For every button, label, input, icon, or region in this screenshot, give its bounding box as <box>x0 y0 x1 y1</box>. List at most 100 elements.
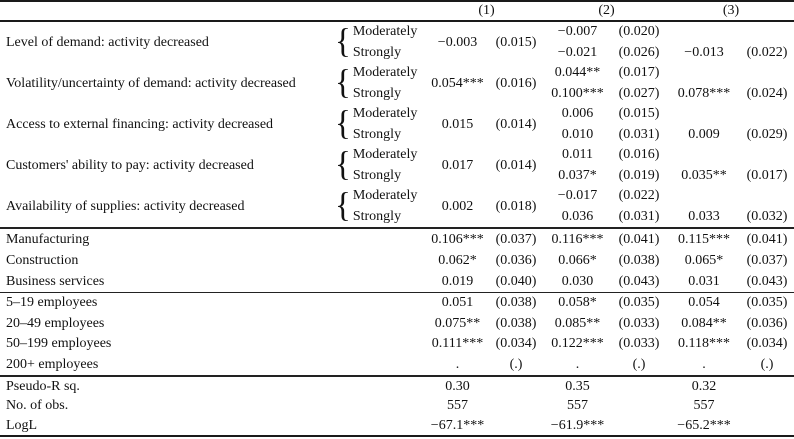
top-rule <box>0 0 794 2</box>
row-label: Level of demand: activity decreased <box>6 34 209 50</box>
coef-cell: 0.033 <box>688 208 720 224</box>
se-cell: (0.034) <box>495 336 537 351</box>
se-cell: (0.014) <box>495 157 537 173</box>
coef-cell: . <box>575 356 580 372</box>
left-brace-glyph: { <box>335 105 351 143</box>
row-label: Availability of supplies: activity decre… <box>6 198 245 214</box>
coef-cell: 0.085** <box>554 315 601 331</box>
coef-cell: 0.078*** <box>677 85 731 101</box>
row-label: Access to external financing: activity d… <box>6 116 274 132</box>
coef-cell: 0.044** 0.100*** <box>551 65 604 101</box>
se-cell: (0.036) <box>495 252 537 268</box>
se-cell: (0.032) <box>746 208 788 224</box>
coef-cell: 0.006 0.010 <box>561 106 594 142</box>
row-label: No. of obs. <box>6 398 69 413</box>
section-rule <box>0 227 794 229</box>
left-brace-glyph: { <box>335 64 351 102</box>
se-cell: (0.017) (0.027) <box>618 65 660 101</box>
column-header-model-3: (3) <box>722 3 740 18</box>
coef-cell: 0.002 <box>441 198 474 214</box>
se-cell: (0.033) <box>618 336 660 351</box>
coef-cell: 0.035** <box>681 167 727 183</box>
table-row-volatility: Volatility/uncertainty of demand: activi… <box>0 63 794 104</box>
row-label: Business services <box>6 273 105 289</box>
row-label: Pseudo-R sq. <box>6 378 80 394</box>
coef-cell: −0.007 −0.021 <box>557 24 598 60</box>
table-row-customers-ability: Customers' ability to pay: activity decr… <box>0 145 794 186</box>
table-row-50-199-employees: 50–199 employees 0.111*** (0.034) 0.122*… <box>0 334 794 355</box>
stat-cell: 0.30 <box>445 378 470 394</box>
coef-cell: 0.031 <box>688 273 720 289</box>
coef-cell: −0.013 <box>684 44 724 60</box>
coef-cell: 0.066* <box>558 252 597 268</box>
stat-cell: −67.1*** <box>430 417 485 433</box>
table-row-external-financing: Access to external financing: activity d… <box>0 104 794 145</box>
condition-label: Moderately <box>352 147 418 162</box>
coef-cell: 0.054 <box>688 295 720 310</box>
se-cell: (0.041) <box>618 231 660 247</box>
table-row-availability-supplies: Availability of supplies: activity decre… <box>0 186 794 227</box>
stat-cell: 557 <box>447 398 468 413</box>
coef-cell: 0.118*** <box>678 336 730 351</box>
coef-cell: 0.030 <box>561 273 594 289</box>
row-label: 5–19 employees <box>6 295 98 310</box>
row-label: LogL <box>6 417 38 433</box>
coef-cell: 0.111*** <box>431 336 484 351</box>
condition-label: Strongly <box>352 44 402 60</box>
se-cell: (.) <box>509 356 523 372</box>
se-cell: (0.043) <box>746 273 788 289</box>
table-row-construction: Construction 0.062* (0.036) 0.066* (0.03… <box>0 250 794 271</box>
coef-cell: 0.017 <box>441 157 474 173</box>
column-header-model-1: (1) <box>478 3 495 18</box>
coef-cell: 0.106*** <box>431 231 484 247</box>
se-cell: (0.029) <box>746 126 788 142</box>
se-cell: (0.022) <box>746 44 788 60</box>
se-cell: (0.014) <box>495 116 537 132</box>
row-label: Construction <box>6 252 79 268</box>
se-cell: (0.041) <box>746 231 788 247</box>
coef-cell: 0.019 <box>441 273 474 289</box>
row-label: Manufacturing <box>6 231 90 247</box>
coef-cell: 0.065* <box>684 252 724 268</box>
se-cell: (0.015) <box>495 34 537 50</box>
coef-cell: 0.075** <box>434 315 481 331</box>
coef-cell: 0.015 <box>441 116 474 132</box>
coef-cell: 0.009 <box>688 126 720 142</box>
se-cell: (0.018) <box>495 198 537 214</box>
row-label: 20–49 employees <box>6 315 105 331</box>
coef-cell: 0.084** <box>681 315 727 331</box>
condition-cell: { Moderately Strongly <box>335 104 428 145</box>
condition-label: Moderately <box>352 24 418 39</box>
se-cell: (.) <box>760 356 774 372</box>
se-cell: (0.038) <box>618 252 660 268</box>
se-cell: (0.036) <box>746 315 788 331</box>
se-cell: (0.016) (0.019) <box>618 147 660 183</box>
se-cell: (0.015) (0.031) <box>618 106 660 142</box>
se-cell: (0.038) <box>495 295 537 310</box>
condition-label: Strongly <box>352 167 402 183</box>
coef-cell: 0.122*** <box>551 336 604 351</box>
row-label: Customers' ability to pay: activity decr… <box>6 157 254 173</box>
coef-cell: 0.051 <box>441 295 474 310</box>
table-row-level-of-demand: Level of demand: activity decreased { Mo… <box>0 22 794 63</box>
condition-label: Moderately <box>352 188 418 203</box>
coef-cell: 0.054*** <box>431 75 484 91</box>
coef-cell: 0.062* <box>438 252 477 268</box>
condition-label: Strongly <box>352 126 402 142</box>
left-brace-glyph: { <box>335 23 351 61</box>
table-row-20-49-employees: 20–49 employees 0.075** (0.038) 0.085** … <box>0 314 794 335</box>
table-row-business-services: Business services 0.019 (0.040) 0.030 (0… <box>0 271 794 292</box>
column-header-model-2: (2) <box>598 3 615 18</box>
table-row-manufacturing: Manufacturing 0.106*** (0.037) 0.116*** … <box>0 229 794 250</box>
section-rule <box>0 291 794 293</box>
coef-cell: 0.116*** <box>551 231 604 247</box>
table-row-no-of-obs: No. of obs. 557 557 557 <box>0 396 794 416</box>
coef-cell: . <box>702 356 706 372</box>
stat-cell: 557 <box>567 398 588 413</box>
se-cell: (0.037) <box>495 231 537 247</box>
header-row: (1) (2) (3) <box>0 2 794 20</box>
table-row-5-19-employees: 5–19 employees 0.051 (0.038) 0.058* (0.0… <box>0 293 794 314</box>
se-cell: (0.034) <box>746 336 788 351</box>
condition-cell: { Moderately Strongly <box>335 22 428 63</box>
